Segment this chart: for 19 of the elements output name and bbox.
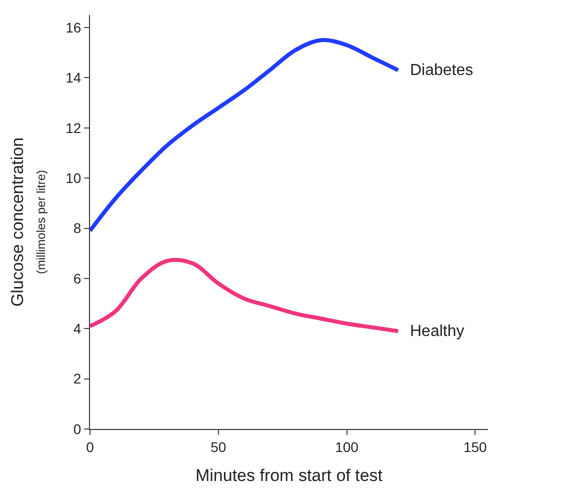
series-label: Healthy xyxy=(410,323,464,340)
y-tick-label: 4 xyxy=(73,320,82,337)
y-tick-label: 16 xyxy=(66,19,82,36)
x-tick-label: 100 xyxy=(335,438,359,455)
y-tick-label: 0 xyxy=(73,420,82,437)
line-series xyxy=(90,258,400,334)
y-tick-label: 6 xyxy=(73,270,82,286)
line-series xyxy=(90,38,400,233)
y-tick-label: 14 xyxy=(66,70,82,86)
x-axis-title: Minutes from start of test xyxy=(195,466,383,486)
y-tick-label: 10 xyxy=(66,170,82,186)
y-tick-label: 2 xyxy=(73,370,82,387)
y-tick-label: 12 xyxy=(66,120,82,136)
y-axis-title: Glucose concentration (millimoles per litre) xyxy=(8,137,48,307)
x-tick-label: 0 xyxy=(86,438,94,455)
x-tick-label: 150 xyxy=(463,438,488,455)
series-label: Diabetes xyxy=(410,62,474,79)
y-tick-label: 8 xyxy=(73,220,82,236)
x-tick-label: 50 xyxy=(210,438,226,455)
